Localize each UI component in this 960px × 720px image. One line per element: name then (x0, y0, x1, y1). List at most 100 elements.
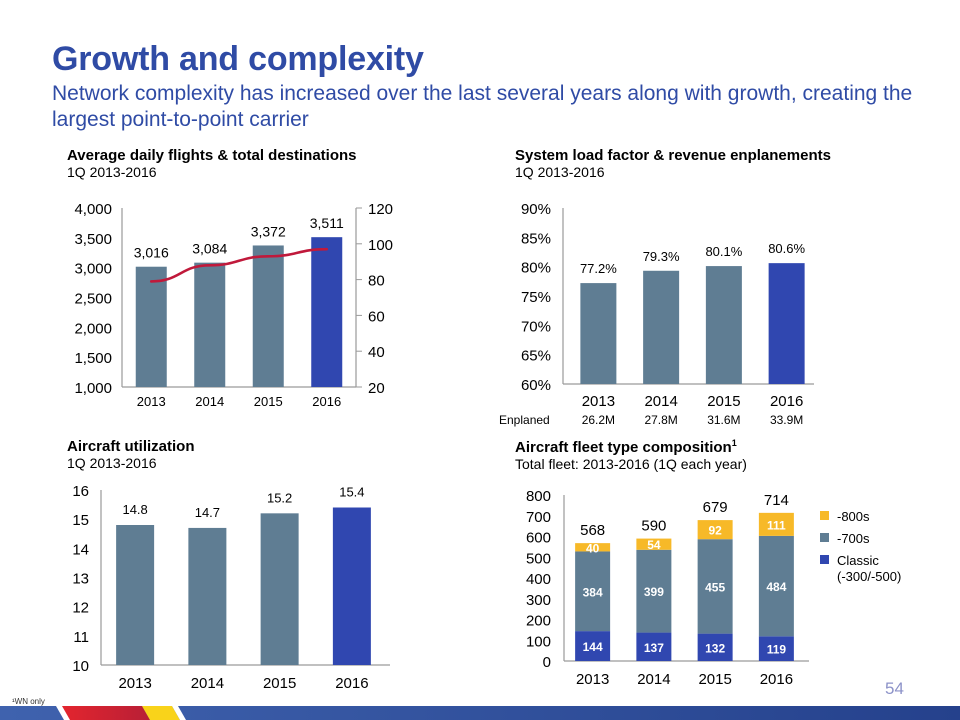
legend-label: (-300/-500) (837, 569, 901, 584)
segment-value-label: 54 (647, 538, 661, 552)
bar-segment-2015-0 (697, 633, 733, 661)
enplaned-value: 33.9M (770, 413, 803, 427)
bar-2013 (116, 525, 155, 665)
legend-label: Classic (837, 553, 879, 568)
bar-2015 (705, 266, 742, 384)
legend-swatch (820, 533, 829, 542)
y-tick-label: 13 (72, 571, 89, 588)
footnote: ¹WN only (12, 697, 45, 706)
flights-chart: 1,000 1,500 2,000 2,500 3,000 3,500 4,000 20 40 6… (74, 201, 393, 409)
x-tick-label: 2016 (335, 675, 368, 692)
bar-value-label: 3,511 (310, 215, 344, 231)
load-factor-chart-subtitle: 1Q 2013-2016 (515, 164, 605, 180)
page-subtitle: Network complexity has increased over th… (52, 82, 913, 131)
segment-value-label: 455 (705, 580, 725, 594)
bar-2014 (188, 527, 227, 665)
enplaned-value: 26.2M (582, 413, 615, 427)
bar-segment-2015-2 (697, 520, 733, 540)
y-tick-label: 600 (526, 530, 551, 547)
y-tick-label: 2,500 (74, 291, 112, 308)
x-tick-label: 2015 (254, 394, 283, 409)
y-tick-label: 14 (72, 541, 89, 558)
page-title: Growth and complexity (52, 40, 424, 78)
y-tick-label: 300 (526, 592, 551, 609)
legend-swatch (820, 555, 829, 564)
y2-tick-label: 20 (368, 380, 385, 397)
bar-segment-2013-0 (575, 631, 611, 661)
x-tick-label: 2014 (644, 393, 677, 410)
load-factor-chart: 60% 65% 70% 75% 80% 85% 90% Enplaned 77.2% 2013 26… (499, 201, 814, 427)
y-tick-label: 85% (521, 230, 551, 247)
y-tick-label: 90% (521, 201, 551, 218)
segment-value-label: 40 (586, 541, 600, 555)
segment-value-label: 384 (583, 585, 603, 599)
y-tick-label: 3,000 (74, 261, 112, 278)
x-tick-label: 2016 (760, 671, 793, 688)
y2-tick-label: 60 (368, 308, 385, 325)
destinations-line (149, 247, 329, 283)
y-tick-label: 70% (521, 318, 551, 335)
x-tick-label: 2014 (195, 394, 224, 409)
y-tick-label: 15 (72, 512, 89, 529)
x-tick-label: 2015 (707, 393, 740, 410)
bar-value-label: 14.7 (195, 505, 220, 520)
enplaned-value: 27.8M (644, 413, 677, 427)
y2-tick-label: 40 (368, 344, 385, 361)
x-tick-label: 2013 (118, 675, 151, 692)
bar-2014 (643, 270, 680, 384)
y-tick-label: 65% (521, 348, 551, 365)
bar-segment-2016-0 (758, 636, 794, 661)
y-tick-label: 12 (72, 600, 89, 617)
segment-value-label: 484 (766, 580, 786, 594)
bar-segment-2014-0 (636, 632, 672, 661)
enplaned-row-label: Enplaned (499, 413, 550, 427)
segment-value-label: 144 (583, 640, 603, 654)
footer-stripe-blue (0, 706, 960, 720)
y-tick-label: 100 (526, 633, 551, 650)
footnote-marker: 1 (731, 438, 737, 448)
bar-segment-2016-1 (758, 535, 794, 637)
bar-value-label: 3,372 (251, 223, 286, 239)
bar-2016 (332, 507, 371, 665)
fleet-chart: 0 100 200 300 400 500 600 700 800 144 384 40 568 2013… (526, 488, 901, 688)
segment-value-label: 119 (767, 643, 787, 657)
x-tick-label: 2014 (637, 671, 670, 688)
enplaned-value: 31.6M (707, 413, 740, 427)
bar-segment-2014-2 (636, 538, 672, 550)
y-tick-label: 700 (526, 509, 551, 526)
segment-value-label: 399 (644, 585, 664, 599)
load-factor-chart-title: System load factor & revenue enplanement… (515, 147, 831, 164)
y-tick-label: 80% (521, 260, 551, 277)
y-tick-label: 11 (73, 629, 89, 646)
y2-tick-label: 120 (368, 201, 393, 218)
x-tick-label: 2015 (698, 671, 731, 688)
y-tick-label: 4,000 (74, 201, 112, 218)
y-tick-label: 800 (526, 488, 551, 505)
y-tick-label: 2,000 (74, 320, 112, 337)
y-tick-label: 0 (543, 654, 551, 671)
fleet-chart-title-text: Aircraft fleet type composition (515, 439, 732, 456)
y-tick-label: 3,500 (74, 231, 112, 248)
x-tick-label: 2014 (191, 675, 224, 692)
footer-stripe-red (62, 706, 150, 720)
footer-stripe-yellow (142, 706, 180, 720)
bar-value-label: 15.2 (267, 490, 292, 505)
segment-value-label: 132 (705, 641, 725, 655)
bar-value-label: 77.2% (580, 261, 617, 276)
legend-label: -700s (837, 531, 870, 546)
total-label: 568 (580, 522, 605, 539)
x-tick-label: 2016 (312, 394, 341, 409)
total-label: 714 (764, 492, 789, 509)
y2-tick-label: 80 (368, 273, 385, 290)
bar-segment-2014-1 (636, 549, 672, 633)
bar-2016 (311, 237, 343, 387)
flights-chart-title: Average daily flights & total destinatio… (67, 147, 357, 164)
total-label: 590 (641, 518, 666, 535)
bar-2013 (135, 266, 167, 387)
bar-2014 (194, 262, 226, 387)
y-tick-label: 1,000 (74, 380, 112, 397)
fleet-chart-subtitle: Total fleet: 2013-2016 (1Q each year) (515, 456, 747, 472)
bar-value-label: 3,084 (192, 241, 227, 257)
y2-tick-label: 100 (368, 237, 393, 254)
y-tick-label: 400 (526, 571, 551, 588)
